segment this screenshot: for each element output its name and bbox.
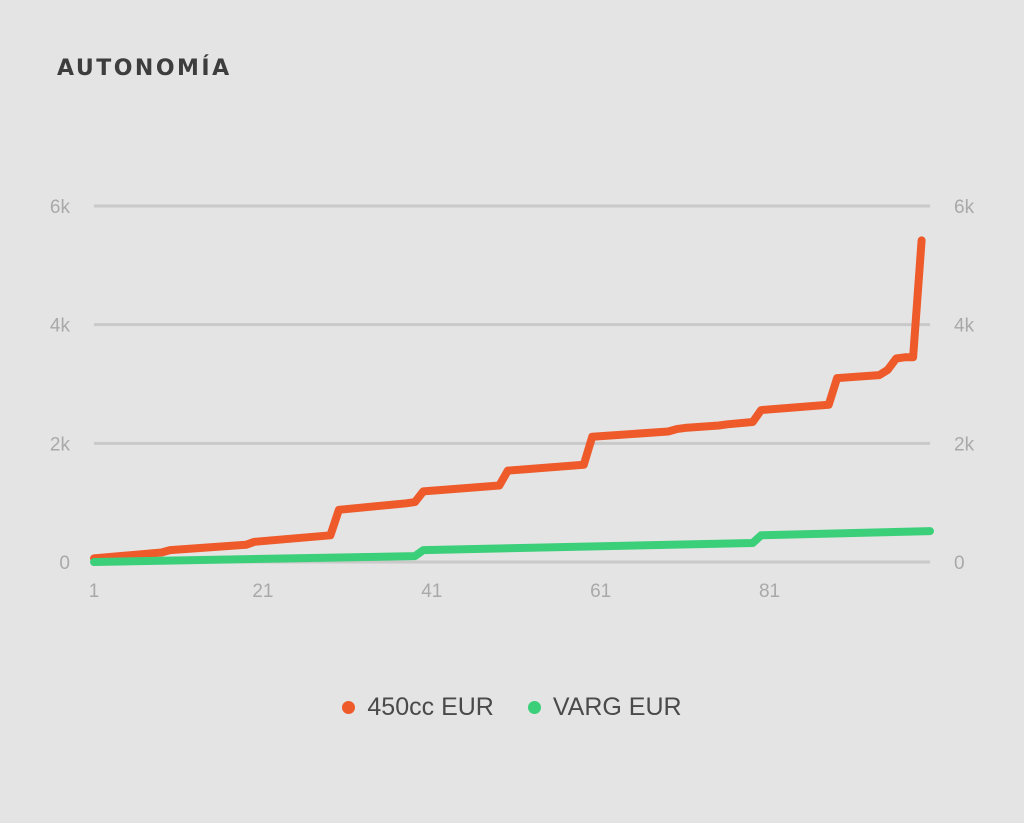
series-line-varg	[90, 527, 934, 566]
x-tick-label: 61	[590, 581, 611, 602]
legend-marker-varg	[527, 701, 541, 714]
y-tick-label-left: 6k	[50, 197, 71, 218]
series-line-450cc	[90, 236, 926, 563]
legend-item-varg[interactable]: VARG EUR	[527, 693, 682, 722]
legend-marker-450cc	[342, 701, 356, 714]
chart-title: AUTONOMÍA	[57, 56, 232, 81]
y-tick-label-right: 6k	[954, 197, 975, 218]
x-tick-label: 81	[759, 581, 780, 602]
y-tick-label-left: 0	[59, 553, 70, 574]
x-tick-label: 1	[89, 581, 100, 602]
y-tick-label-right: 0	[954, 553, 965, 574]
legend-label-450cc: 450cc EUR	[367, 693, 494, 721]
y-tick-label-left: 2k	[50, 434, 71, 455]
y-tick-label-left: 4k	[50, 316, 71, 337]
y-tick-label-right: 2k	[954, 434, 975, 455]
y-tick-label-right: 4k	[954, 316, 975, 337]
legend: 450cc EUR VARG EUR	[0, 693, 1024, 722]
x-tick-label: 21	[252, 581, 273, 602]
x-tick-label: 41	[421, 581, 442, 602]
legend-label-varg: VARG EUR	[552, 693, 682, 721]
legend-item-450cc[interactable]: 450cc EUR	[342, 693, 494, 722]
